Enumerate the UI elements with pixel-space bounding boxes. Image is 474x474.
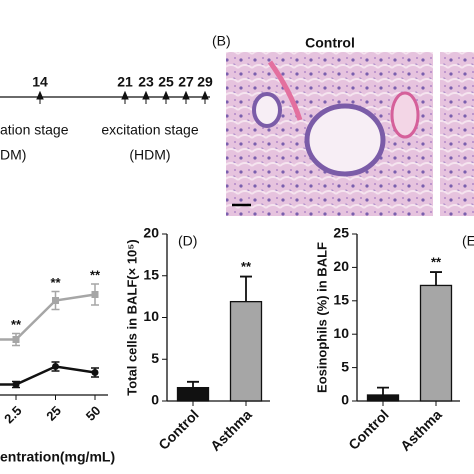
bar: [366, 394, 400, 402]
x-tick-label: 50: [83, 403, 104, 424]
day-arrow: [121, 90, 129, 104]
y-tick-label: 0: [341, 392, 349, 408]
stage-agent: DM): [0, 147, 26, 163]
x-tick-label: Asthma: [397, 406, 445, 454]
y-tick-label: 20: [333, 258, 349, 274]
day-arrow: [182, 90, 190, 104]
data-point: [52, 363, 59, 370]
day-label: 14: [32, 74, 48, 90]
significance: **: [431, 255, 442, 270]
day-arrow: [36, 90, 44, 104]
stage-agent: (HDM): [129, 147, 170, 163]
day-arrow: [162, 90, 170, 104]
bar: [229, 300, 263, 402]
y-tick-label: 5: [341, 358, 349, 374]
y-tick-label: 20: [143, 225, 159, 241]
bar: [419, 284, 453, 402]
error-bar: [430, 271, 442, 286]
x-axis-label: entration(mg/mL): [0, 449, 115, 465]
day-label: 27: [178, 74, 194, 90]
data-point: [52, 297, 59, 304]
y-tick-label: 5: [151, 350, 159, 366]
y-tick-label: 15: [333, 292, 349, 308]
y-tick-label: 10: [333, 325, 349, 341]
x-tick-label: Control: [155, 406, 202, 453]
x-tick-label: Asthma: [207, 406, 255, 454]
day-label: 29: [197, 74, 213, 90]
error-bar: [377, 386, 389, 395]
day-label: 25: [158, 74, 174, 90]
y-tick-label: 15: [143, 266, 159, 282]
day-label: 21: [117, 74, 133, 90]
series-line: [0, 293, 96, 341]
day-label: 23: [138, 74, 154, 90]
y-axis-label: Total cells in BALF(× 10⁵): [124, 239, 139, 395]
significance: **: [50, 275, 61, 290]
data-point: [91, 369, 99, 376]
y-tick-label: 0: [151, 392, 159, 408]
panel-label: (B): [212, 33, 231, 49]
histology-image: [226, 52, 474, 216]
day-arrow: [201, 90, 209, 104]
series-line: [0, 365, 96, 386]
significance: **: [90, 267, 101, 282]
image-title: Control: [305, 35, 355, 51]
error-bar: [240, 275, 252, 302]
data-point: [12, 336, 20, 343]
significance: **: [241, 259, 252, 274]
stage-label: excitation stage: [101, 122, 198, 138]
x-tick-label: Control: [345, 406, 392, 453]
x-tick-label: 25: [43, 403, 64, 424]
data-point: [12, 381, 20, 388]
y-tick-label: 10: [143, 308, 159, 324]
bar: [176, 386, 210, 402]
panel-label: (E: [462, 233, 474, 249]
y-tick-label: 25: [333, 225, 349, 241]
day-arrow: [142, 90, 150, 104]
data-point: [91, 291, 99, 298]
stage-label: ation stage: [0, 122, 69, 138]
error-bar: [187, 380, 199, 388]
x-tick-label: 2.5: [1, 403, 24, 426]
significance: **: [11, 317, 22, 332]
panel-label: (D): [178, 233, 197, 249]
y-axis-label: Eosinophils (%) in BALF: [314, 242, 329, 393]
